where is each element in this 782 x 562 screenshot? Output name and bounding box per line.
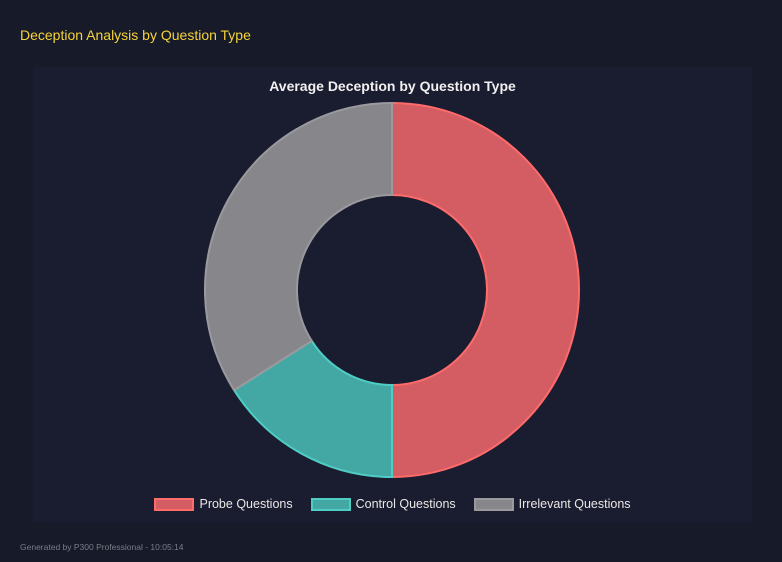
chart-panel: Average Deception by Question Type Probe… xyxy=(33,67,752,522)
legend-item[interactable]: Irrelevant Questions xyxy=(473,497,631,511)
footer-text: Generated by P300 Professional - 10:05:1… xyxy=(20,542,184,552)
legend-label: Irrelevant Questions xyxy=(518,497,631,511)
page-heading: Deception Analysis by Question Type xyxy=(20,27,251,43)
legend-item[interactable]: Probe Questions xyxy=(154,497,293,511)
legend-swatch xyxy=(310,497,351,511)
donut-slice-probe-questions[interactable] xyxy=(391,101,580,479)
chart-title: Average Deception by Question Type xyxy=(269,78,516,94)
legend-swatch xyxy=(154,497,195,511)
legend-swatch xyxy=(473,497,514,511)
chart-legend: Probe Questions Control Questions Irreleva… xyxy=(33,497,752,511)
donut-slice-control-questions[interactable] xyxy=(232,339,393,479)
donut-slice-irrelevant-questions[interactable] xyxy=(204,101,393,392)
legend-item[interactable]: Control Questions xyxy=(310,497,456,511)
legend-label: Control Questions xyxy=(355,497,456,511)
donut-chart xyxy=(204,101,580,479)
legend-label: Probe Questions xyxy=(199,497,293,511)
